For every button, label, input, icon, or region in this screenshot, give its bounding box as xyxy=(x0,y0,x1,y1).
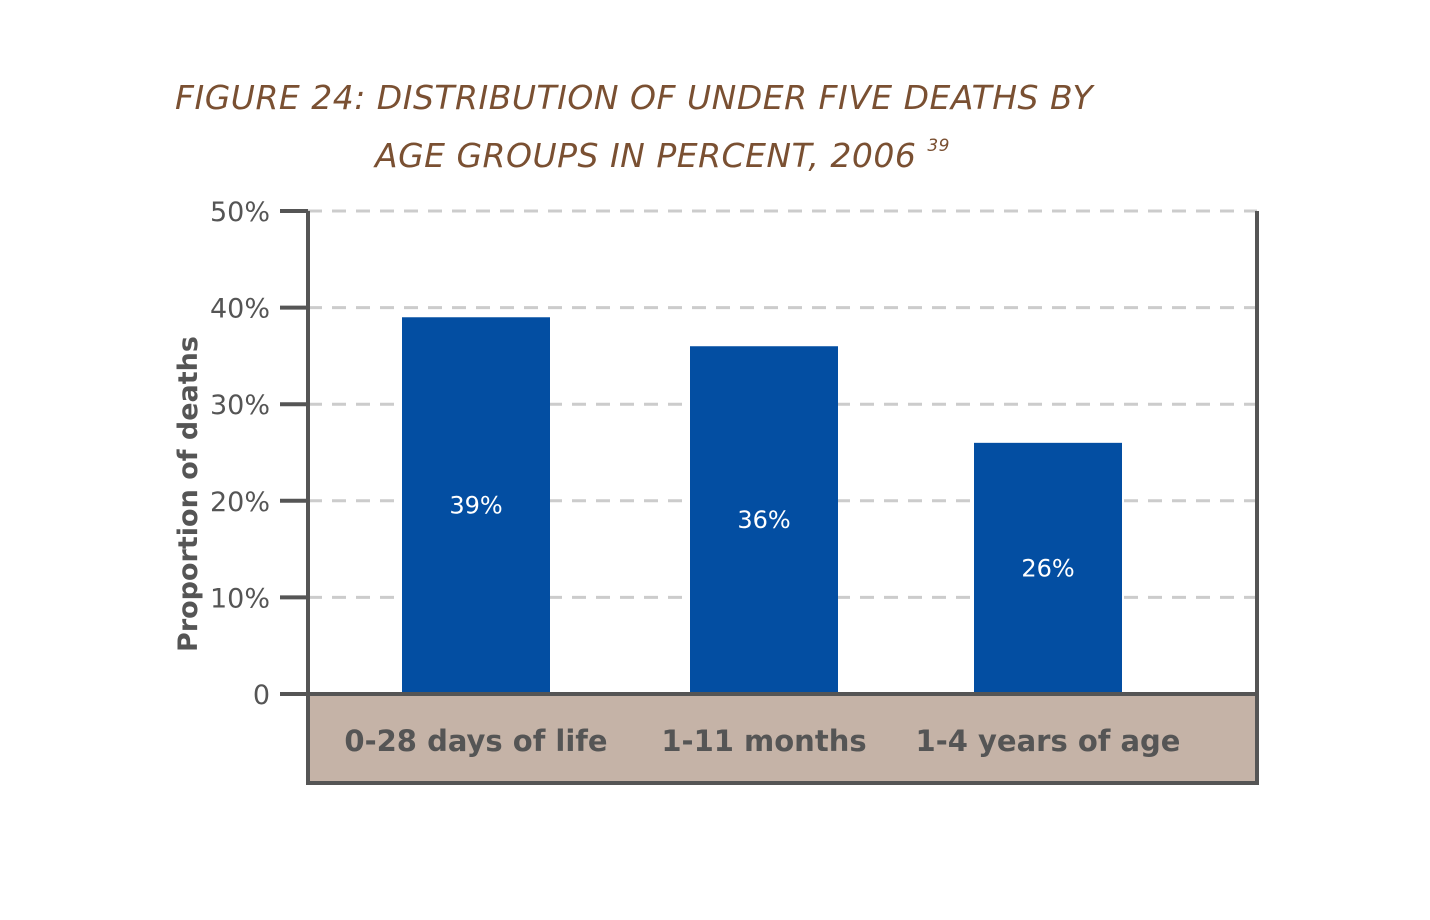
y-tick-label: 20% xyxy=(210,487,270,518)
data-label: 26% xyxy=(1021,554,1074,582)
category-band xyxy=(308,694,1257,783)
chart-title-line1: FIGURE 24: DISTRIBUTION OF UNDER FIVE DE… xyxy=(175,78,1094,117)
chart-title: FIGURE 24: DISTRIBUTION OF UNDER FIVE DE… xyxy=(175,72,1093,182)
bars xyxy=(402,317,1122,694)
data-label: 36% xyxy=(737,506,790,534)
y-tick-label: 0 xyxy=(253,680,270,711)
axes xyxy=(280,209,1259,785)
bar xyxy=(974,442,1122,694)
y-tick-label: 50% xyxy=(210,197,270,228)
bar xyxy=(402,317,550,694)
bar xyxy=(690,346,838,694)
y-tick-label: 40% xyxy=(210,294,270,325)
chart-title-line2: AGE GROUPS IN PERCENT, 2006 xyxy=(375,136,917,175)
category-label: 0-28 days of life xyxy=(344,724,607,758)
data-label: 39% xyxy=(449,492,502,520)
category-label: 1-4 years of age xyxy=(916,724,1181,758)
category-label: 1-11 months xyxy=(661,724,866,758)
chart-title-line2-wrap: AGE GROUPS IN PERCENT, 2006 39 xyxy=(175,124,1093,182)
labels: 0 10% 20% 30% 40% 50% 39% 0-28 days of life 36% 1… xyxy=(210,197,1180,758)
y-axis-label: Proportion of deaths xyxy=(173,336,204,652)
y-tick-label: 10% xyxy=(210,583,270,614)
y-tick-label: 30% xyxy=(210,390,270,421)
title-reference-number: 39 xyxy=(927,136,950,156)
